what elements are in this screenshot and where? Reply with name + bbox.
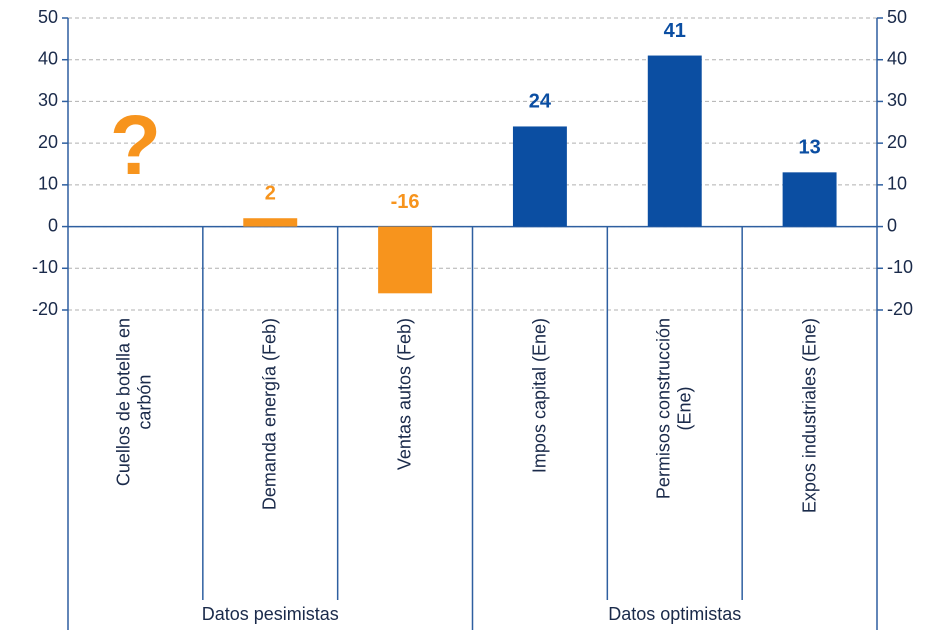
value-label: 24 — [529, 91, 552, 113]
value-label: 41 — [664, 20, 686, 42]
y-tick-label: 10 — [38, 174, 58, 194]
bar — [378, 226, 433, 294]
group-label: Datos pesimistas — [202, 604, 339, 624]
y-tick-label: -10 — [32, 257, 58, 277]
y-tick-label: 30 — [38, 90, 58, 110]
value-label: 13 — [798, 137, 820, 159]
x-tick-label: Demanda energía (Feb) — [203, 318, 338, 590]
x-tick-label: Permisos construcción (Ene) — [607, 318, 742, 590]
y2-tick-label: -20 — [887, 299, 913, 319]
x-tick-label: Cuellos de botella en carbón — [68, 318, 203, 590]
y2-tick-label: 50 — [887, 7, 907, 27]
y-tick-label: 40 — [38, 48, 58, 68]
y-tick-label: 20 — [38, 132, 58, 152]
category-text: Expos industriales (Ene) — [799, 317, 820, 514]
x-tick-label: Expos industriales (Ene) — [742, 318, 877, 590]
bar — [782, 172, 837, 227]
value-label: -16 — [391, 191, 420, 213]
category-text: Impos capital (Ene) — [529, 317, 550, 474]
group-label: Datos optimistas — [608, 604, 741, 624]
y2-tick-label: 30 — [887, 90, 907, 110]
y-tick-label: 50 — [38, 7, 58, 27]
y-tick-label: -20 — [32, 299, 58, 319]
x-tick-label: Ventas autos (Feb) — [338, 318, 473, 590]
annotation: ? — [110, 98, 161, 192]
bar — [243, 218, 298, 227]
category-text: Demanda energía (Feb) — [259, 317, 280, 511]
y2-tick-label: 10 — [887, 174, 907, 194]
bar — [512, 126, 567, 227]
category-text: Permisos construcción (Ene) — [653, 317, 695, 500]
category-text: Cuellos de botella en carbón — [114, 317, 156, 487]
bar — [647, 55, 702, 227]
y2-tick-label: 0 — [887, 215, 897, 235]
value-label: 2 — [265, 183, 276, 205]
y2-tick-label: 40 — [887, 48, 907, 68]
y-tick-label: 0 — [48, 215, 58, 235]
x-tick-label: Impos capital (Ene) — [472, 318, 607, 590]
category-text: Ventas autos (Feb) — [394, 317, 415, 471]
y2-tick-label: -10 — [887, 257, 913, 277]
y2-tick-label: 20 — [887, 132, 907, 152]
